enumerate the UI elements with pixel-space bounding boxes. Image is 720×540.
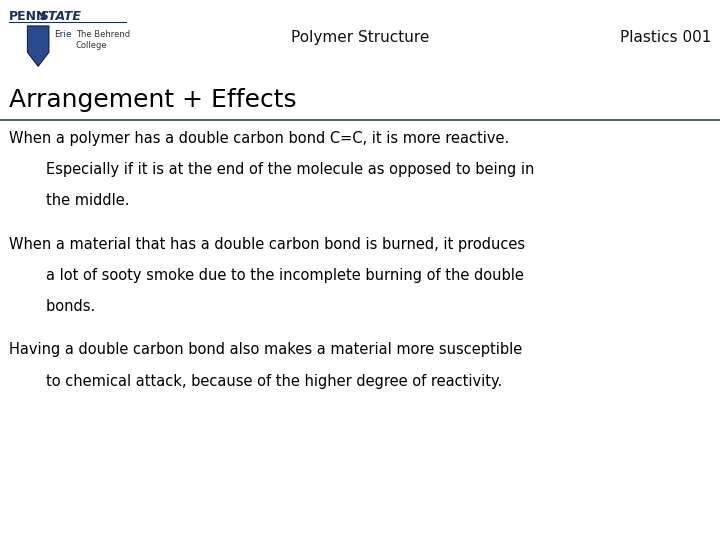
Text: When a polymer has a double carbon bond C=C, it is more reactive.: When a polymer has a double carbon bond … bbox=[9, 131, 509, 146]
Text: Polymer Structure: Polymer Structure bbox=[291, 30, 429, 45]
Text: the middle.: the middle. bbox=[9, 193, 129, 208]
Text: bonds.: bonds. bbox=[9, 299, 95, 314]
Text: PENN: PENN bbox=[9, 10, 47, 23]
Text: The Behrend
College: The Behrend College bbox=[76, 30, 130, 50]
Text: Having a double carbon bond also makes a material more susceptible: Having a double carbon bond also makes a… bbox=[9, 342, 522, 357]
Text: Arrangement + Effects: Arrangement + Effects bbox=[9, 89, 296, 112]
Text: Plastics 001: Plastics 001 bbox=[620, 30, 711, 45]
Text: to chemical attack, because of the higher degree of reactivity.: to chemical attack, because of the highe… bbox=[9, 374, 502, 389]
Text: Especially if it is at the end of the molecule as opposed to being in: Especially if it is at the end of the mo… bbox=[9, 162, 534, 177]
Text: Erie: Erie bbox=[54, 30, 71, 39]
Text: STATE: STATE bbox=[40, 10, 81, 23]
Text: When a material that has a double carbon bond is burned, it produces: When a material that has a double carbon… bbox=[9, 237, 525, 252]
Text: a lot of sooty smoke due to the incomplete burning of the double: a lot of sooty smoke due to the incomple… bbox=[9, 268, 523, 283]
